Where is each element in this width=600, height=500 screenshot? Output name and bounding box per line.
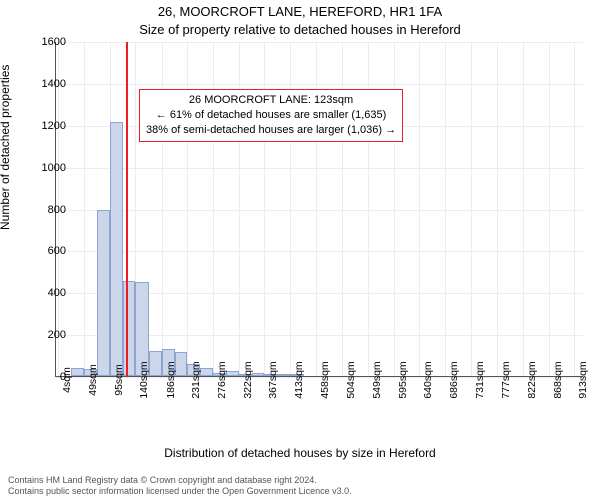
infobox-line-1: 26 MOORCROFT LANE: 123sqm (146, 93, 396, 108)
gridline-v (549, 42, 550, 376)
infobox-line-3: 38% of semi-detached houses are larger (… (146, 123, 396, 138)
histogram-bar (149, 351, 162, 376)
footnote: Contains HM Land Registry data © Crown c… (8, 475, 592, 498)
y-tick: 0 (26, 371, 66, 383)
infobox: 26 MOORCROFT LANE: 123sqm← 61% of detach… (139, 89, 403, 142)
gridline-v (84, 42, 85, 376)
y-tick: 1400 (26, 78, 66, 90)
x-tick: 686sqm (448, 361, 460, 398)
gridline-v (445, 42, 446, 376)
x-tick: 640sqm (422, 361, 434, 398)
footnote-line-1: Contains HM Land Registry data © Crown c… (8, 475, 317, 485)
gridline-v (471, 42, 472, 376)
y-axis-label: Number of detached properties (0, 65, 12, 230)
histogram-bar (277, 374, 290, 376)
y-tick: 600 (26, 245, 66, 257)
x-tick: 4sqm (61, 367, 73, 393)
gridline-v (523, 42, 524, 376)
x-tick: 731sqm (474, 361, 486, 398)
x-axis-label: Distribution of detached houses by size … (0, 446, 600, 460)
x-tick: 276sqm (216, 361, 228, 398)
x-tick: 186sqm (165, 361, 177, 398)
x-tick: 595sqm (397, 361, 409, 398)
plot-area: 26 MOORCROFT LANE: 123sqm← 61% of detach… (55, 42, 583, 377)
x-tick: 231sqm (190, 361, 202, 398)
title-line-2: Size of property relative to detached ho… (0, 22, 600, 37)
gridline-v (497, 42, 498, 376)
histogram-bar (200, 368, 212, 376)
histogram-bar (97, 210, 110, 376)
y-tick: 1200 (26, 120, 66, 132)
chart-container: 26, MOORCROFT LANE, HEREFORD, HR1 1FA Si… (0, 0, 600, 500)
footnote-line-2: Contains public sector information licen… (8, 486, 352, 496)
histogram-bar (110, 122, 123, 376)
marker-line (126, 42, 128, 376)
y-tick: 200 (26, 329, 66, 341)
y-tick: 400 (26, 287, 66, 299)
x-tick: 95sqm (113, 364, 125, 396)
x-tick: 504sqm (345, 361, 357, 398)
x-tick: 458sqm (319, 361, 331, 398)
y-tick: 1600 (26, 36, 66, 48)
x-tick: 140sqm (138, 361, 150, 398)
x-tick: 868sqm (552, 361, 564, 398)
x-tick: 322sqm (242, 361, 254, 398)
x-tick: 49sqm (87, 364, 99, 396)
x-tick: 367sqm (267, 361, 279, 398)
x-tick: 413sqm (293, 361, 305, 398)
x-tick: 549sqm (371, 361, 383, 398)
x-tick: 913sqm (577, 361, 589, 398)
infobox-line-2: ← 61% of detached houses are smaller (1,… (146, 108, 396, 123)
title-line-1: 26, MOORCROFT LANE, HEREFORD, HR1 1FA (0, 4, 600, 19)
y-tick: 1000 (26, 162, 66, 174)
x-tick: 777sqm (500, 361, 512, 398)
y-tick: 800 (26, 204, 66, 216)
x-tick: 822sqm (526, 361, 538, 398)
gridline-v (419, 42, 420, 376)
gridline-v (574, 42, 575, 376)
